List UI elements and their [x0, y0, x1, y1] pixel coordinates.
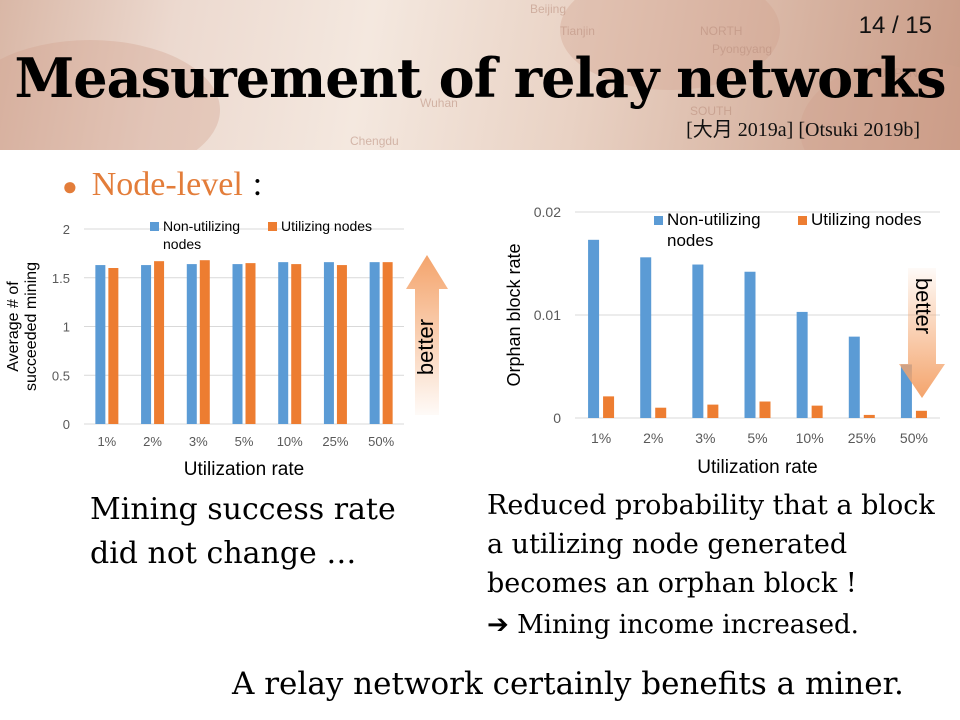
legend-label: Utilizing nodes — [811, 210, 922, 229]
x-tick-label: 5% — [235, 434, 254, 449]
y-tick-label: 0.02 — [534, 204, 561, 220]
right-arrow-icon: ➔ — [487, 610, 509, 640]
x-tick-label: 10% — [796, 430, 824, 446]
x-tick-label: 1% — [97, 434, 116, 449]
x-axis-label: Utilization rate — [184, 459, 304, 480]
footer-text: A relay network certainly benefits a min… — [232, 666, 904, 702]
x-tick-label: 5% — [747, 430, 767, 446]
caption-right-line: Reduced probability that a block — [487, 490, 935, 521]
caption-left-line: did not change … — [90, 536, 357, 571]
legend-label: Utilizing nodes — [281, 218, 372, 234]
bar-non-utilizing — [640, 257, 652, 418]
y-tick-label: 1 — [63, 320, 70, 335]
caption-right-line: becomes an orphan block ! — [487, 568, 857, 599]
slide-title: Measurement of relay networks — [14, 46, 947, 110]
better-arrow-icon — [406, 255, 448, 415]
bar-utilizing — [291, 264, 302, 424]
bar-utilizing — [336, 265, 347, 424]
bar-utilizing — [915, 410, 927, 418]
bar-non-utilizing — [900, 364, 912, 418]
map-label: Beijing — [530, 2, 567, 16]
bar-non-utilizing — [278, 262, 289, 424]
x-tick-label: 25% — [322, 434, 348, 449]
bar-non-utilizing — [588, 239, 600, 418]
bar-non-utilizing — [95, 265, 106, 424]
references: [大月 2019a] [Otsuki 2019b] — [686, 119, 920, 141]
bullet-text: Node-level — [91, 166, 243, 203]
y-tick-label: 2 — [63, 222, 70, 237]
legend-swatch — [150, 222, 159, 231]
legend-swatch — [654, 216, 663, 225]
bar-utilizing — [811, 405, 823, 418]
x-tick-label: 50% — [900, 430, 928, 446]
header-banner: Beijing Tianjin NORTH Pyongyang JAPAN Wu… — [0, 0, 960, 150]
map-label: JAPAN — [880, 66, 918, 80]
y-axis-label: succeeded mining — [23, 262, 40, 391]
caption-right-line: a utilizing node generated — [487, 529, 848, 560]
orphan-rate-chart: 0 0.01 0.02 1% 2% 3% 5% 10% 25% 50% Utilization ra… — [504, 204, 945, 478]
bar-utilizing — [603, 396, 615, 418]
map-label: Pyongyang — [712, 42, 773, 56]
bar-utilizing — [199, 260, 210, 424]
bullet-colon: : — [252, 166, 263, 203]
bar-non-utilizing — [744, 271, 756, 418]
y-tick-label: 0.5 — [52, 368, 70, 383]
legend-swatch — [268, 222, 277, 231]
y-axis-label: Orphan block rate — [504, 243, 524, 386]
page-number: 14 / 15 — [858, 12, 932, 39]
bar-utilizing — [382, 262, 393, 424]
caption-arrow-text: Mining income increased. — [517, 610, 859, 640]
caption-arrow-line: ➔ Mining income increased. — [487, 610, 859, 640]
x-axis-label: Utilization rate — [697, 457, 817, 478]
bar-non-utilizing — [141, 265, 152, 424]
bar-non-utilizing — [369, 262, 380, 424]
bar-utilizing — [707, 404, 719, 418]
y-tick-label: 0.01 — [534, 307, 561, 323]
map-label: SOUTH — [690, 104, 732, 118]
map-label: NORTH — [700, 24, 743, 38]
y-tick-label: 1.5 — [52, 271, 70, 286]
x-tick-label: 3% — [695, 430, 715, 446]
better-label: better — [911, 278, 936, 334]
bar-utilizing — [154, 261, 165, 424]
x-tick-label: 25% — [848, 430, 876, 446]
better-arrow-icon — [899, 268, 945, 398]
bar-non-utilizing — [323, 262, 334, 424]
bar-non-utilizing — [692, 264, 704, 418]
caption-left-line: Mining success rate — [90, 492, 396, 527]
x-tick-label: 2% — [143, 434, 162, 449]
y-axis-label: Average # of — [5, 281, 22, 372]
x-tick-label: 50% — [368, 434, 394, 449]
bullet-heading: ● Node-level: — [62, 166, 262, 204]
y-tick-label: 0 — [63, 417, 70, 432]
bar-non-utilizing — [796, 311, 808, 418]
bar-utilizing — [759, 401, 771, 418]
bar-non-utilizing — [232, 264, 243, 424]
mining-success-chart: 0 0.5 1 1.5 2 1% 2% 3% 5% 10% 25% 50% Utilization ra… — [5, 218, 448, 480]
bar-utilizing — [863, 414, 875, 418]
legend-label: Non-utilizing nodes — [667, 210, 761, 250]
legend-label: Non-utilizing nodes — [163, 218, 240, 252]
map-label: Wuhan — [420, 96, 458, 110]
map-label: Chengdu — [350, 134, 399, 148]
bar-utilizing — [245, 263, 256, 424]
y-tick-label: 0 — [553, 410, 561, 426]
x-tick-label: 10% — [277, 434, 303, 449]
caption-left: Mining success rate did not change … — [90, 488, 396, 576]
bullet-dot-icon: ● — [62, 172, 78, 202]
map-label: Tianjin — [560, 24, 595, 38]
bar-utilizing — [108, 268, 119, 424]
better-label: better — [413, 319, 438, 375]
bar-utilizing — [655, 407, 667, 418]
x-tick-label: 3% — [189, 434, 208, 449]
bar-non-utilizing — [186, 264, 197, 424]
x-tick-label: 1% — [591, 430, 611, 446]
x-tick-label: 2% — [643, 430, 663, 446]
caption-right: Reduced probability that a block a utili… — [487, 486, 935, 603]
legend-swatch — [798, 216, 807, 225]
bar-non-utilizing — [848, 336, 860, 418]
